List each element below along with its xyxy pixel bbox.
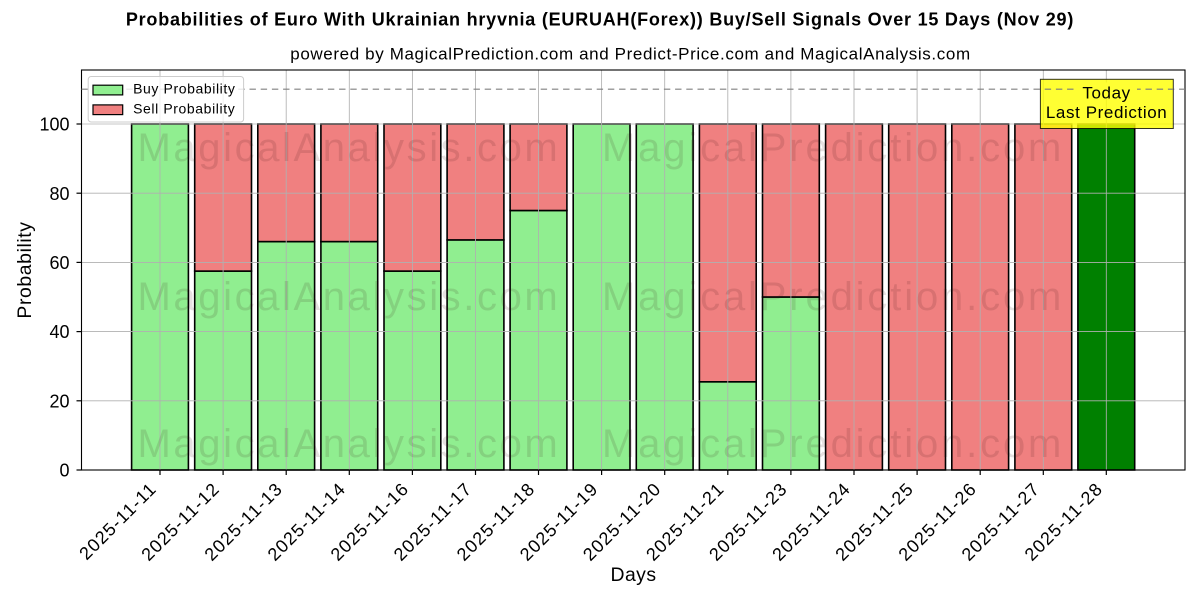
svg-text:40: 40 — [49, 322, 69, 342]
svg-text:80: 80 — [49, 184, 69, 204]
svg-text:MagicalPrediction.com: MagicalPrediction.com — [602, 126, 1064, 170]
svg-text:100: 100 — [39, 115, 69, 135]
svg-text:Days: Days — [611, 564, 657, 586]
svg-text:MagicalAnalysis.com: MagicalAnalysis.com — [138, 275, 561, 319]
svg-text:Today: Today — [1082, 84, 1130, 103]
svg-text:Last Prediction: Last Prediction — [1046, 103, 1167, 122]
svg-text:0: 0 — [59, 461, 69, 481]
svg-text:Buy Probability: Buy Probability — [133, 80, 235, 96]
svg-text:20: 20 — [49, 391, 69, 411]
svg-text:Probability: Probability — [14, 221, 36, 318]
svg-text:MagicalPrediction.com: MagicalPrediction.com — [602, 275, 1064, 319]
svg-text:Probabilities of Euro With Ukr: Probabilities of Euro With Ukrainian hry… — [126, 10, 1074, 30]
svg-text:MagicalAnalysis.com: MagicalAnalysis.com — [138, 126, 561, 170]
svg-text:MagicalPrediction.com: MagicalPrediction.com — [602, 422, 1064, 466]
svg-text:powered by MagicalPrediction.c: powered by MagicalPrediction.com and Pre… — [290, 45, 970, 64]
svg-text:MagicalAnalysis.com: MagicalAnalysis.com — [138, 422, 561, 466]
svg-text:60: 60 — [49, 253, 69, 273]
svg-text:Sell Probability: Sell Probability — [133, 100, 235, 116]
